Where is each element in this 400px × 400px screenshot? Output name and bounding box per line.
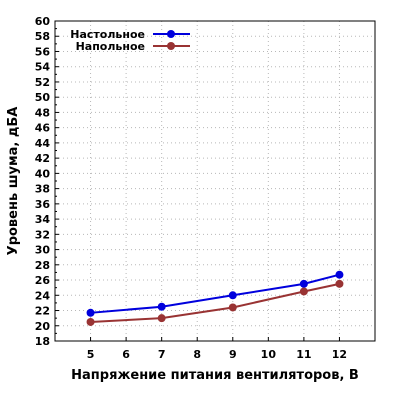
y-tick-label: 56 xyxy=(35,45,51,58)
series-1-point xyxy=(86,308,95,317)
legend-marker-2 xyxy=(167,42,175,50)
x-tick-label: 7 xyxy=(158,348,166,361)
y-tick-label: 22 xyxy=(35,305,50,318)
series-2-point xyxy=(228,303,237,312)
y-tick-label: 48 xyxy=(35,106,50,119)
y-tick-label: 52 xyxy=(35,76,50,89)
x-tick-label: 10 xyxy=(261,348,277,361)
axis-ticks: 1820222426283032343638404244464850525456… xyxy=(35,15,347,361)
plot-frame xyxy=(54,20,376,342)
y-tick-label: 38 xyxy=(35,183,50,196)
x-tick-label: 11 xyxy=(296,348,311,361)
series xyxy=(86,270,344,326)
y-axis-label: Уровень шума, дБА xyxy=(6,107,21,256)
series-2-point xyxy=(299,287,308,296)
x-tick-label: 8 xyxy=(193,348,201,361)
x-tick-label: 6 xyxy=(122,348,130,361)
y-tick-label: 20 xyxy=(35,320,51,333)
series-2-point xyxy=(86,317,95,326)
y-tick-label: 34 xyxy=(35,213,51,226)
series-1-point xyxy=(335,270,344,279)
x-tick-label: 5 xyxy=(87,348,95,361)
x-axis-label: Напряжение питания вентиляторов, В xyxy=(71,368,359,383)
y-tick-label: 24 xyxy=(35,289,51,302)
grid xyxy=(55,21,375,341)
y-tick-label: 28 xyxy=(35,259,50,272)
y-tick-label: 44 xyxy=(35,137,51,150)
y-tick-label: 18 xyxy=(35,335,50,348)
y-tick-label: 42 xyxy=(35,152,50,165)
y-tick-label: 32 xyxy=(35,228,50,241)
y-tick-label: 40 xyxy=(35,167,51,180)
x-tick-label: 12 xyxy=(332,348,347,361)
x-tick-label: 9 xyxy=(229,348,237,361)
series-1-point xyxy=(228,291,237,300)
legend-label-1: Настольное xyxy=(70,28,145,41)
y-tick-label: 26 xyxy=(35,274,51,287)
y-tick-label: 36 xyxy=(35,198,51,211)
series-1-point xyxy=(299,279,308,288)
y-tick-label: 58 xyxy=(35,30,50,43)
y-tick-label: 46 xyxy=(35,122,51,135)
series-2-point xyxy=(335,279,344,288)
series-1-point xyxy=(157,302,166,311)
y-tick-label: 54 xyxy=(35,61,51,74)
legend-marker-1 xyxy=(167,30,175,38)
y-tick-label: 50 xyxy=(35,91,51,104)
legend-label-2: Напольное xyxy=(76,40,145,53)
series-2-point xyxy=(157,314,166,323)
y-tick-label: 60 xyxy=(35,15,51,28)
y-tick-label: 30 xyxy=(35,244,51,257)
